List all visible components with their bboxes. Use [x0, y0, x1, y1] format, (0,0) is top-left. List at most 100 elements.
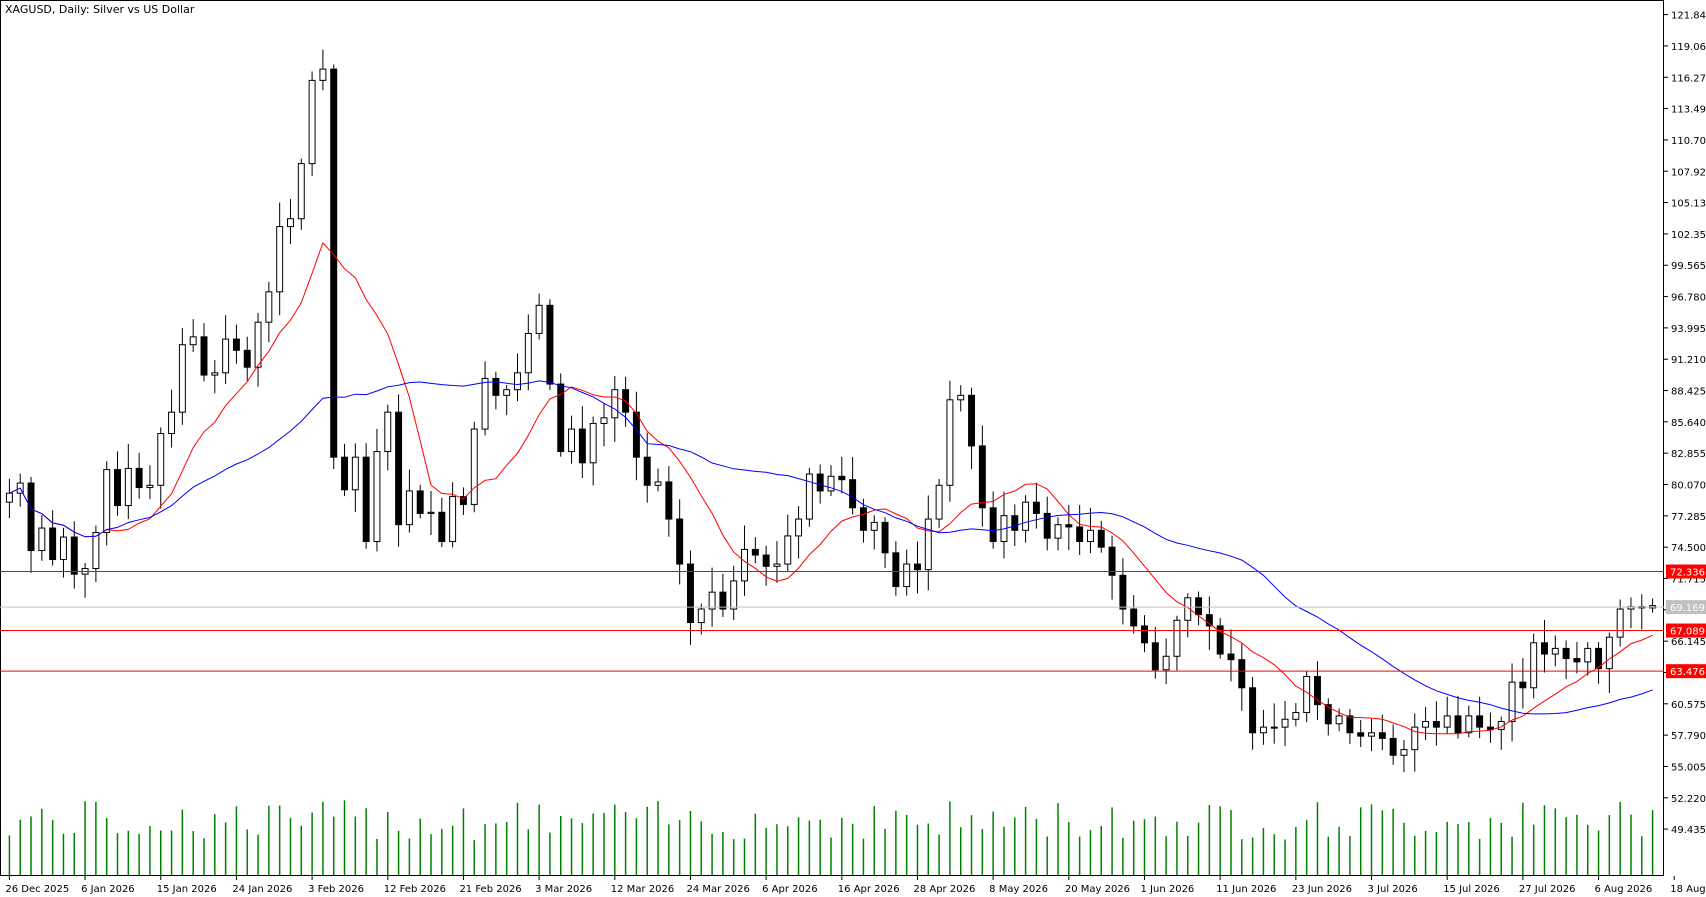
level-tag: [1666, 664, 1706, 679]
moving-averages: [9, 241, 1653, 735]
candle-body: [481, 377, 489, 430]
candle-body: [859, 507, 867, 531]
candle-body: [1443, 715, 1451, 728]
candle-body: [243, 349, 251, 368]
candle-body: [708, 591, 716, 610]
candle-body: [1616, 608, 1624, 638]
candle-body: [870, 521, 878, 531]
candle-body: [1454, 715, 1462, 734]
price-tick-label: 102.350: [1671, 230, 1706, 241]
price-tick-label: 60.575: [1671, 700, 1706, 711]
candle-body: [27, 482, 35, 552]
candle-body: [1173, 619, 1181, 657]
candle-body: [978, 445, 986, 509]
time-tick-label: 24 Jan 2026: [232, 884, 292, 895]
candle-body: [903, 563, 911, 588]
candle-body: [38, 527, 46, 552]
candle-body: [1022, 501, 1030, 531]
candle-body: [1486, 726, 1494, 730]
candle-body: [1368, 732, 1375, 737]
candle-body: [1065, 524, 1073, 528]
candle-body: [827, 475, 835, 492]
candle-body: [1378, 732, 1386, 739]
time-tick-label: 15 Jan 2026: [157, 884, 217, 895]
candle-body: [589, 422, 597, 464]
candle-body: [287, 218, 294, 228]
candle-body: [957, 394, 965, 401]
price-tick-label: 91.210: [1671, 355, 1706, 366]
candle-body: [816, 473, 824, 492]
candle-body: [989, 507, 997, 543]
candle-body: [178, 344, 186, 413]
candle-body: [1476, 715, 1484, 728]
candle-body: [946, 399, 954, 486]
candle-body: [373, 451, 381, 543]
candle-body: [135, 467, 143, 489]
candle-body: [503, 389, 511, 396]
candle-body: [935, 484, 943, 520]
candle-body: [600, 417, 608, 424]
candle-body: [1292, 712, 1300, 720]
candle-body: [384, 411, 392, 453]
price-tick-label: 80.070: [1671, 481, 1706, 492]
candle-body: [1573, 658, 1581, 663]
candle-body: [1086, 529, 1094, 543]
candle-body: [168, 411, 176, 435]
candle-body: [1119, 574, 1127, 610]
level-lines: [0, 571, 1664, 672]
candle-body: [719, 591, 727, 610]
candle-body: [416, 490, 424, 514]
candle-body: [676, 518, 684, 565]
candle-body: [1076, 526, 1084, 543]
ma-fast-line: [9, 241, 1653, 735]
time-tick-label: 11 Jun 2026: [1216, 884, 1276, 895]
price-tick-label: 96.780: [1671, 293, 1706, 304]
time-tick-label: 20 May 2026: [1065, 884, 1130, 895]
price-axis: 121.845 119.060 116.275 113.490 110.705 107.9…: [1664, 11, 1706, 836]
candle-body: [200, 336, 208, 376]
price-tick-label: 93.995: [1671, 324, 1706, 335]
time-tick-label: 16 Apr 2026: [838, 884, 900, 895]
price-tick-label: 107.920: [1671, 167, 1706, 178]
candle-body: [319, 68, 327, 81]
time-tick-label: 6 Jan 2026: [81, 884, 135, 895]
candle-body: [297, 163, 305, 220]
candle-body: [741, 548, 748, 582]
volume-bars: [8, 800, 1654, 875]
candle-body: [395, 411, 403, 526]
candle-body: [1400, 749, 1408, 756]
candle-body: [1227, 653, 1235, 661]
candle-body: [470, 428, 478, 505]
time-axis: 26 Dec 2025 6 Jan 2026 15 Jan 2026 24 Jan 2…: [5, 876, 1706, 895]
time-tick-label: 27 Jul 2026: [1519, 884, 1576, 895]
candle-body: [1259, 726, 1267, 734]
candle-body: [1184, 597, 1192, 621]
time-tick-label: 18 Aug 2026: [1670, 884, 1706, 895]
candle-body: [59, 536, 67, 561]
price-tick-label: 77.285: [1671, 512, 1706, 523]
candle-body: [211, 372, 219, 376]
price-tick-label: 52.220: [1671, 794, 1706, 805]
candle-body: [405, 490, 413, 526]
time-tick-label: 26 Dec 2025: [5, 884, 69, 895]
level-tag-label: 63.476: [1670, 667, 1705, 678]
candle-body: [1162, 655, 1170, 671]
candle-body: [92, 532, 100, 570]
price-tick-label: 105.135: [1671, 199, 1706, 210]
candle-body: [1335, 715, 1343, 725]
candle-body: [351, 456, 359, 491]
time-tick-label: 8 May 2026: [989, 884, 1048, 895]
time-tick-label: 3 Mar 2026: [535, 884, 592, 895]
candle-body: [557, 383, 565, 453]
candle-body: [189, 336, 197, 346]
candle-body: [1541, 642, 1548, 655]
candle-body: [1432, 721, 1440, 728]
candle-body: [70, 536, 78, 575]
chart-border: [0, 0, 1664, 876]
candle-body: [1584, 647, 1592, 663]
time-tick-label: 28 Apr 2026: [913, 884, 975, 895]
candle-body: [265, 291, 273, 323]
candle-body: [1346, 715, 1354, 734]
candle-body: [914, 563, 921, 571]
